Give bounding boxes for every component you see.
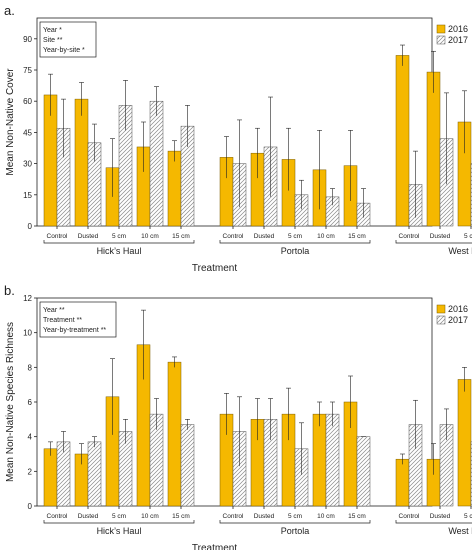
y-tick-label: 45 — [23, 128, 32, 137]
treatment-label: 10 cm — [317, 513, 335, 520]
treatment-label: Control — [223, 233, 245, 240]
legend-swatch-2016 — [436, 304, 446, 314]
x-axis-label: Treatment — [192, 543, 237, 550]
treatment-label: 5 cm — [112, 233, 126, 240]
x-axis-label: Treatment — [192, 263, 237, 274]
treatment-label: 15 cm — [172, 233, 190, 240]
treatment-label: 10 cm — [317, 233, 335, 240]
site-bracket — [219, 520, 371, 524]
legend-label-2016: 2016 — [448, 24, 468, 34]
bar-2017 — [87, 441, 102, 507]
site-bracket — [219, 240, 371, 244]
legend-label-2017: 2017 — [448, 35, 468, 45]
bar-2016 — [457, 379, 472, 507]
treatment-label: 15 cm — [348, 233, 366, 240]
treatment-label: Control — [223, 513, 245, 520]
stats-box — [39, 21, 97, 58]
panel-a: a. 0 15 30 45 60 75 90 Mean Non-Native Cover Cont… — [4, 3, 472, 274]
y-tick-label: 90 — [23, 35, 32, 44]
bar-2016 — [426, 71, 441, 227]
site-bracket — [43, 520, 195, 524]
y-tick-label: 15 — [23, 191, 32, 200]
treatment-label: Dusted — [430, 513, 451, 520]
bar-2017 — [180, 424, 195, 507]
y-tick-label: 30 — [23, 160, 32, 169]
treatment-label: Dusted — [254, 233, 275, 240]
legend-label-2016: 2016 — [448, 304, 468, 314]
stats-line: Site ** — [43, 37, 63, 44]
treatment-label: 5 cm — [464, 513, 472, 520]
bar-2017 — [149, 100, 164, 227]
treatment-label: 5 cm — [288, 233, 302, 240]
y-tick-label: 12 — [23, 294, 32, 303]
bar-2017 — [325, 413, 340, 507]
y-tick-label: 0 — [28, 222, 33, 231]
treatment-label: 5 cm — [288, 513, 302, 520]
site-label: West Loma — [448, 246, 472, 256]
site-label: Hick’s Haul — [97, 526, 142, 536]
stats-line: Year-by-treatment ** — [43, 327, 106, 334]
site-label: West Loma — [448, 526, 472, 536]
site-label: Portola — [281, 246, 310, 256]
treatment-label: Dusted — [78, 513, 99, 520]
y-tick-label: 8 — [28, 363, 33, 372]
treatment-label: Control — [47, 233, 69, 240]
y-tick-label: 4 — [28, 433, 33, 442]
treatment-label: Dusted — [78, 233, 99, 240]
treatment-label: 5 cm — [112, 513, 126, 520]
stats-line: Year ** — [43, 307, 65, 314]
stats-line: Year * — [43, 27, 62, 34]
y-axis-label: Mean Non-Native Species Richness — [5, 322, 16, 482]
bar-2016 — [167, 150, 182, 227]
legend-swatch-2016 — [436, 24, 446, 34]
site-bracket — [395, 240, 472, 244]
y-tick-label: 75 — [23, 66, 32, 75]
bar-2016 — [167, 361, 182, 507]
site-label: Hick’s Haul — [97, 246, 142, 256]
panel-label: a. — [4, 3, 15, 18]
panel-b: b. 0 2 4 6 8 10 12 Mean Non-Native Species Richn… — [4, 283, 472, 550]
treatment-label: Control — [399, 233, 421, 240]
bar-2016 — [395, 55, 410, 227]
site-bracket — [43, 240, 195, 244]
site-label: Portola — [281, 526, 310, 536]
bar-2017 — [356, 436, 371, 507]
bar-2016 — [74, 98, 89, 227]
legend-swatch-2017 — [436, 315, 446, 325]
y-tick-label: 6 — [28, 398, 33, 407]
treatment-label: 10 cm — [141, 233, 159, 240]
site-bracket — [395, 520, 472, 524]
treatment-label: 10 cm — [141, 513, 159, 520]
treatment-label: 15 cm — [172, 513, 190, 520]
bar-2016 — [395, 458, 410, 507]
y-tick-label: 60 — [23, 97, 32, 106]
bar-2016 — [43, 448, 58, 507]
treatment-label: Dusted — [430, 233, 451, 240]
treatment-label: Dusted — [254, 513, 275, 520]
legend-label-2017: 2017 — [448, 315, 468, 325]
legend-swatch-2017 — [436, 35, 446, 45]
y-axis-label: Mean Non-Native Cover — [5, 68, 16, 176]
stats-box — [39, 301, 117, 338]
bar-2016 — [312, 413, 327, 507]
stats-line: Treatment ** — [43, 317, 82, 324]
stats-line: Year-by-site * — [43, 47, 85, 54]
treatment-label: 5 cm — [464, 233, 472, 240]
treatment-label: Control — [399, 513, 421, 520]
y-tick-label: 0 — [28, 502, 33, 511]
panel-label: b. — [4, 283, 15, 298]
treatment-label: 15 cm — [348, 513, 366, 520]
y-tick-label: 2 — [28, 467, 33, 476]
treatment-label: Control — [47, 513, 69, 520]
y-tick-label: 10 — [23, 329, 32, 338]
